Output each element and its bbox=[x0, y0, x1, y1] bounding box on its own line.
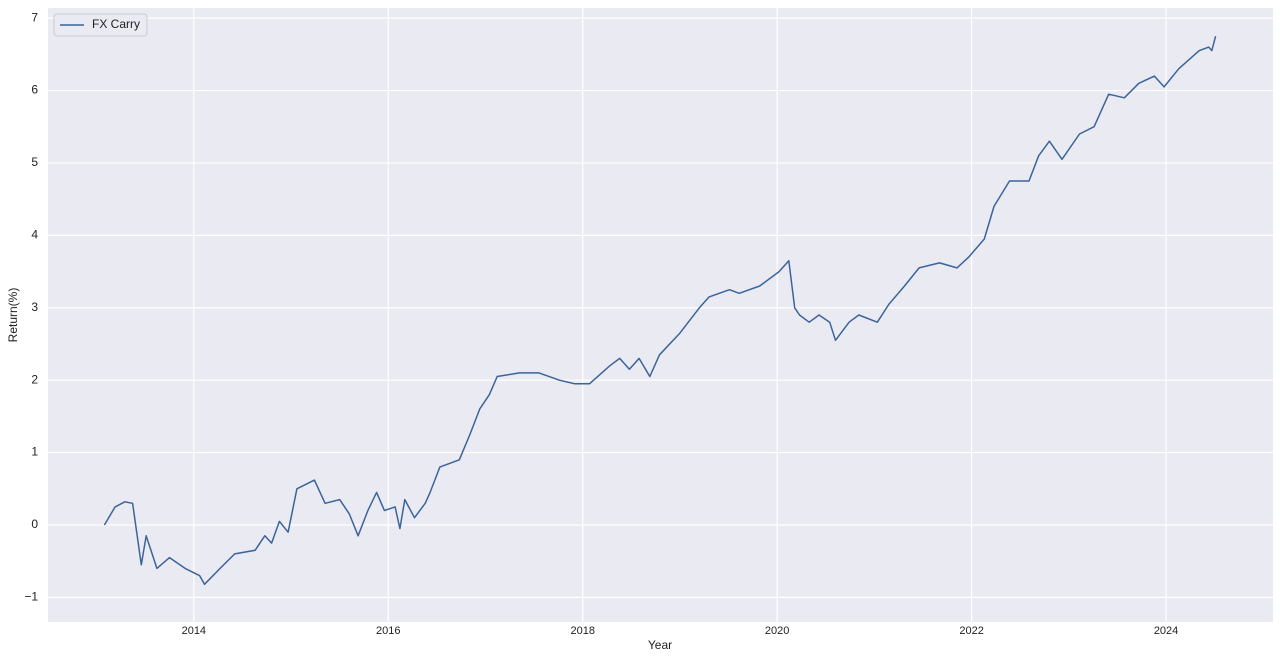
plot-area bbox=[48, 8, 1273, 622]
x-tick-label: 2014 bbox=[182, 625, 206, 637]
y-tick-label: 6 bbox=[31, 83, 38, 97]
legend-label: FX Carry bbox=[92, 17, 140, 31]
y-tick-label: −1 bbox=[24, 590, 38, 604]
x-tick-label: 2020 bbox=[765, 625, 789, 637]
y-tick-label: 0 bbox=[31, 517, 38, 531]
y-tick-label: 2 bbox=[31, 372, 38, 386]
x-tick-label: 2016 bbox=[376, 625, 400, 637]
legend-box bbox=[53, 13, 148, 37]
x-tick-label: 2024 bbox=[1154, 625, 1178, 637]
x-axis-label: Year bbox=[648, 638, 672, 652]
y-tick-label: 7 bbox=[31, 10, 38, 24]
line bbox=[103, 36, 1217, 586]
y-tick-label: 5 bbox=[31, 155, 38, 169]
y-tick-label: 1 bbox=[31, 445, 38, 459]
y-tick-label: 4 bbox=[31, 228, 38, 242]
y-axis-label: Return(%) bbox=[6, 288, 20, 343]
y-tick-label: 3 bbox=[31, 300, 38, 314]
x-tick-label: 2022 bbox=[959, 625, 983, 637]
x-tick-label: 2018 bbox=[570, 625, 594, 637]
